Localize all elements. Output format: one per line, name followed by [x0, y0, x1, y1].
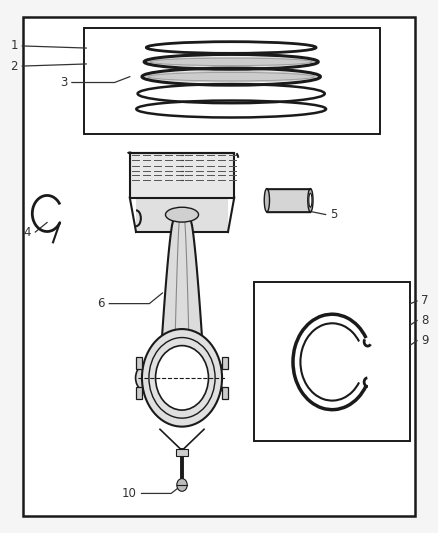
Circle shape — [177, 479, 187, 491]
Text: 10: 10 — [121, 487, 136, 500]
Wedge shape — [206, 364, 223, 392]
Text: 4: 4 — [24, 225, 31, 239]
Bar — [176, 449, 188, 456]
Ellipse shape — [147, 56, 316, 67]
Text: 6: 6 — [98, 297, 105, 310]
Text: 1: 1 — [11, 39, 18, 52]
Text: 7: 7 — [421, 294, 429, 308]
Bar — [136, 198, 228, 232]
Ellipse shape — [309, 193, 312, 207]
Bar — [136, 357, 142, 369]
Bar — [130, 152, 234, 198]
Ellipse shape — [264, 189, 269, 212]
Bar — [254, 282, 410, 441]
Polygon shape — [159, 220, 205, 378]
Circle shape — [155, 345, 208, 410]
Ellipse shape — [166, 207, 198, 222]
Text: 2: 2 — [11, 60, 18, 72]
Text: 5: 5 — [330, 208, 337, 221]
Text: 9: 9 — [421, 334, 429, 347]
Bar — [84, 28, 380, 134]
Text: 3: 3 — [60, 76, 67, 89]
Wedge shape — [135, 364, 152, 392]
Circle shape — [142, 329, 222, 426]
Text: 8: 8 — [421, 314, 429, 327]
Bar — [222, 357, 228, 369]
Ellipse shape — [145, 71, 318, 83]
Bar — [267, 189, 311, 212]
Bar — [222, 387, 228, 399]
Ellipse shape — [308, 189, 313, 212]
Bar — [136, 387, 142, 399]
